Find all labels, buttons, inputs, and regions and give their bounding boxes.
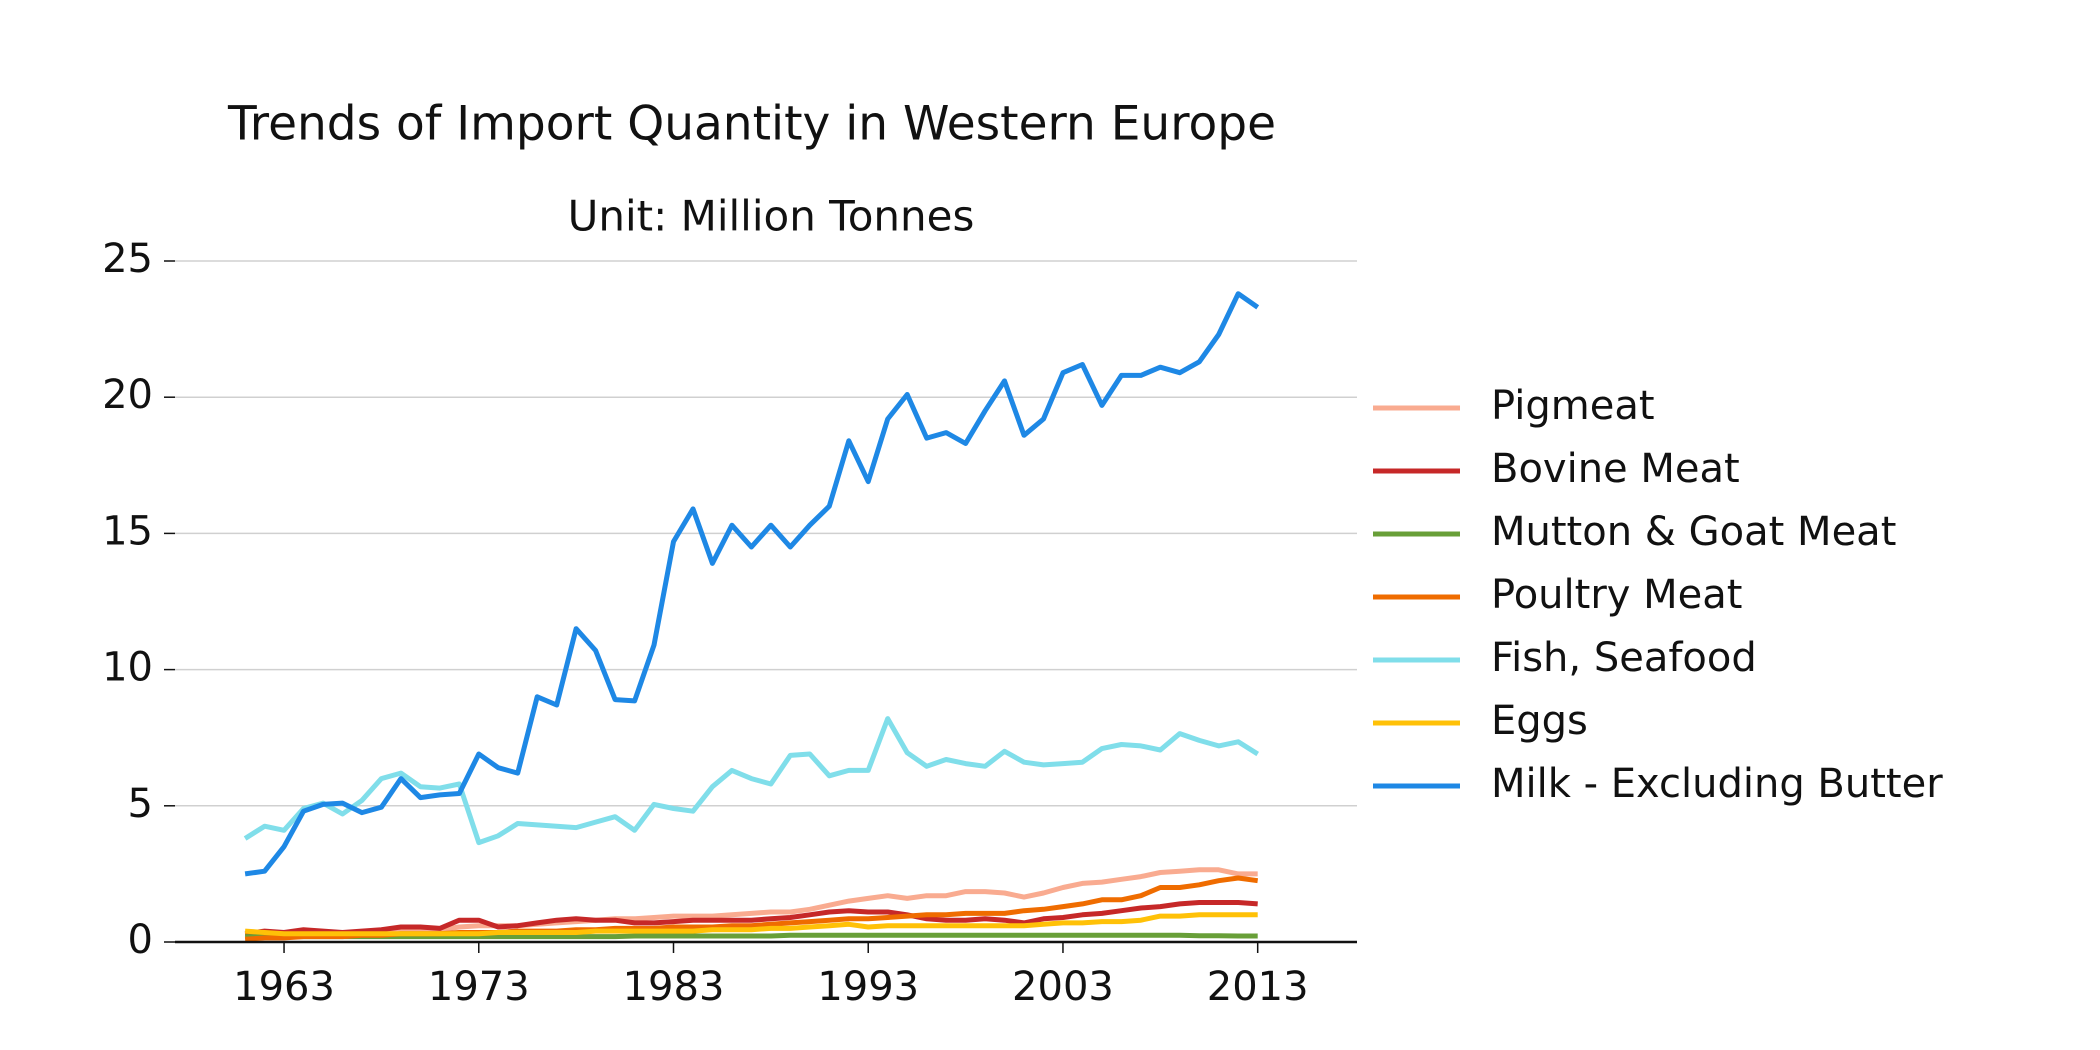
x-tick-label: 2003 — [1012, 964, 1114, 1010]
line-series — [243, 716, 1260, 846]
legend-label: Fish, Seafood — [1491, 635, 1757, 681]
legend-label: Poultry Meat — [1491, 572, 1742, 618]
x-tick-label: 2013 — [1207, 964, 1309, 1010]
line-series — [244, 291, 1260, 877]
x-tick-label: 1973 — [428, 964, 530, 1010]
y-tick-label: 10 — [102, 645, 153, 691]
y-tick-label: 20 — [102, 372, 153, 418]
line-series — [245, 867, 1258, 937]
y-tick-label: 25 — [102, 236, 153, 282]
x-tick-label: 1983 — [623, 964, 725, 1010]
legend-label: Milk - Excluding Butter — [1491, 761, 1943, 807]
y-tick-label: 5 — [128, 781, 153, 827]
line-series — [244, 912, 1258, 937]
line-series — [244, 900, 1258, 937]
chart-title: Trends of Import Quantity in Western Eur… — [227, 97, 1276, 152]
x-tick-label: 1993 — [817, 964, 919, 1010]
chart-subtitle: Unit: Million Tonnes — [568, 192, 975, 241]
x-tick-label: 1963 — [233, 964, 335, 1010]
line-series — [245, 932, 1258, 940]
y-tick-label: 0 — [128, 917, 153, 963]
legend-label: Bovine Meat — [1491, 446, 1740, 492]
y-tick-label: 15 — [102, 508, 153, 554]
legend-label: Pigmeat — [1491, 383, 1655, 429]
legend-label: Mutton & Goat Meat — [1491, 509, 1896, 555]
legend-label: Eggs — [1491, 698, 1588, 744]
